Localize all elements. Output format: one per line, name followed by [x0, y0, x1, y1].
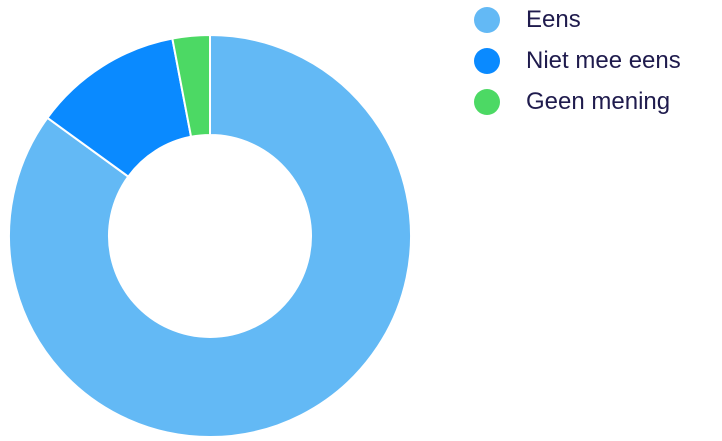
legend-label-niet-mee-eens: Niet mee eens [526, 47, 681, 74]
slice-eens[interactable] [8, 34, 412, 438]
legend-item-geen-mening[interactable]: Geen mening [474, 87, 681, 116]
chart-legend: Eens Niet mee eens Geen mening [474, 5, 681, 116]
legend-label-geen-mening: Geen mening [526, 88, 671, 115]
legend-label-eens: Eens [526, 6, 581, 33]
legend-swatch-niet-mee-eens [474, 47, 500, 74]
legend-item-niet-mee-eens[interactable]: Niet mee eens [474, 46, 681, 75]
legend-swatch-geen-mening [474, 88, 500, 115]
legend-swatch-eens [474, 6, 500, 33]
legend-item-eens[interactable]: Eens [474, 5, 681, 34]
slice-geen-mening[interactable] [171, 34, 211, 138]
